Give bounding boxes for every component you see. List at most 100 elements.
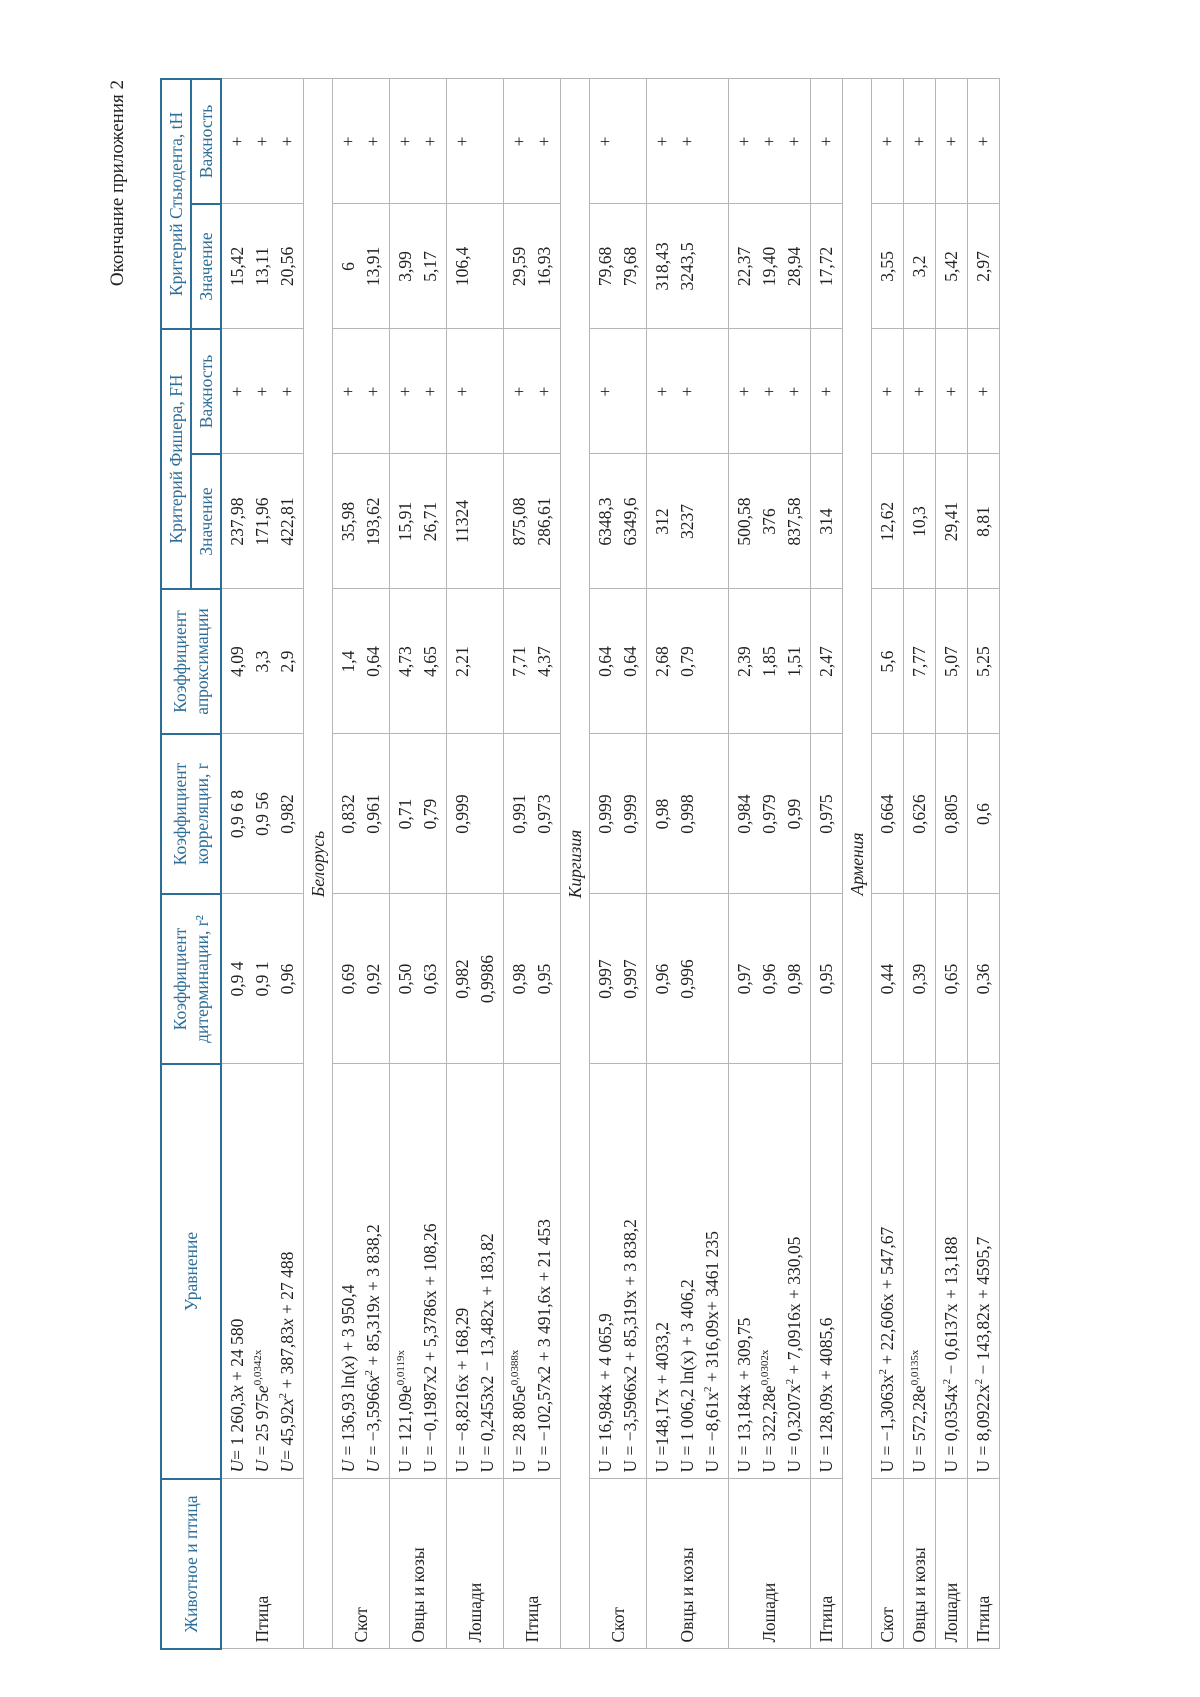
fisher-imp-cell: + (936, 329, 968, 454)
equation-variable: x (227, 1385, 247, 1393)
approx-value: 3,3 (250, 596, 275, 728)
equation-line: U = −8,8216x + 168,29 (450, 1071, 475, 1473)
equation-cell: U= 1 260,3x + 24 580U = 25 975e0,0342xU=… (221, 1064, 304, 1479)
equation-exponent: 0,0388x (509, 1350, 521, 1386)
student-imp-cell: + (447, 79, 504, 204)
table-row: СкотU = 136,93 ln(x) + 3 950,4U = −3,596… (333, 79, 390, 1649)
equation-part: U = 322,28e (759, 1385, 779, 1472)
equation-line: U = 0,0354x2 − 0,6137x + 13,188 (939, 1071, 964, 1473)
r2-cell: 0,960,996 (647, 894, 729, 1064)
equation-exponent: 0,0342x (252, 1350, 264, 1386)
table-row: СкотU = −1,3063x2 + 22,606x + 547,670,44… (872, 79, 904, 1649)
fisher-value-value: 376 (757, 461, 782, 583)
student-value-cell: 3,995,17 (390, 204, 447, 329)
approx-value: 7,71 (507, 596, 532, 728)
equation-exponent: 2 (941, 1379, 953, 1385)
fisher-value-value: 193,62 (361, 461, 386, 583)
r2-value: 0,36 (971, 901, 996, 1058)
equation-cell: U = 8,0922x2 − 143,82x + 4595,7 (968, 1064, 1000, 1479)
equation-cell: U = −8,8216x + 168,29U = 0,2453x2 − 13,4… (447, 1064, 504, 1479)
fisher-value-cell: 11324 (447, 454, 504, 589)
equation-variable: x (277, 1318, 297, 1326)
student-imp-value: + (907, 85, 932, 197)
fisher-imp-value: + (336, 335, 361, 447)
table-row: ПтицаU = 28 805e0,0388xU = −102,57x2 + 3… (504, 79, 561, 1649)
fisher-imp-cell: ++ (390, 329, 447, 454)
equation-line: U = −0,1987x2 + 5,3786x + 108,26 (418, 1071, 443, 1473)
equation-part: − 143,82x + 4595,7 (973, 1237, 993, 1379)
r-value: 0,999 (450, 741, 475, 888)
r-value: 0,973 (532, 741, 557, 888)
r2-value: 0,92 (361, 901, 386, 1058)
equation-cell: U = 16,984x + 4 065,9U = −3,5966x2 + 85,… (590, 1064, 647, 1479)
student-imp-value: + (650, 85, 675, 197)
approx-cell: 5,25 (968, 589, 1000, 734)
equation-cell: U = 136,93 ln(x) + 3 950,4U = −3,5966x2 … (333, 1064, 390, 1479)
student-value-value: 29,59 (507, 210, 532, 322)
fisher-imp-cell: + (447, 329, 504, 454)
fisher-value-value: 15,91 (393, 461, 418, 583)
r2-value: 0,50 (393, 901, 418, 1058)
student-imp-value: + (757, 85, 782, 197)
student-value-value: 5,17 (418, 210, 443, 322)
student-value-value: 2,97 (971, 210, 996, 322)
r2-cell: 0,970,960,98 (729, 894, 811, 1064)
equation-part: = −3,5966 (363, 1383, 383, 1460)
r2-value: 0,39 (907, 901, 932, 1058)
r2-cell: 0,980,95 (504, 894, 561, 1064)
fisher-imp-cell: ++ (647, 329, 729, 454)
fisher-imp-value: + (939, 335, 964, 447)
equation-variable: U (277, 1460, 297, 1473)
fisher-value-cell: 12,62 (872, 454, 904, 589)
r2-value: 0,63 (418, 901, 443, 1058)
fisher-imp-value: + (732, 335, 757, 447)
equation-line: U = 1 006,2 ln(x) + 3 406,2 (675, 1071, 700, 1473)
section-row: Киргизия (561, 79, 590, 1649)
r-cell: 0,980,998 (647, 734, 729, 894)
equation-part: U = 13,184x + 309,75 (734, 1318, 754, 1473)
approx-cell: 7,77 (904, 589, 936, 734)
fisher-value-value: 837,58 (782, 461, 807, 583)
equation-part: = 136,93 ln( (338, 1369, 358, 1460)
student-value-cell: 5,42 (936, 204, 968, 329)
approx-value: 2,21 (450, 596, 475, 728)
table-row: ПтицаU= 1 260,3x + 24 580U = 25 975e0,03… (221, 79, 304, 1649)
r2-value: 0,997 (593, 901, 618, 1058)
equation-exponent: 2 (363, 1370, 375, 1376)
equation-cell: U = 0,0354x2 − 0,6137x + 13,188 (936, 1064, 968, 1479)
student-imp-cell: +++ (221, 79, 304, 204)
table-row: Овцы и козыU = 121,09e0,0119xU = −0,1987… (390, 79, 447, 1649)
student-imp-value: + (971, 85, 996, 197)
animal-cell: Птица (811, 1479, 843, 1649)
approx-value: 4,09 (225, 596, 250, 728)
header-fisher-importance: Важность (191, 329, 221, 454)
r2-value: 0,997 (618, 901, 643, 1058)
r2-cell: 0,9 40,9 10,96 (221, 894, 304, 1064)
student-imp-value: + (393, 85, 418, 197)
equation-exponent: 0,0135x (909, 1350, 921, 1386)
r-cell: 0,664 (872, 734, 904, 894)
fisher-value-value: 314 (814, 461, 839, 583)
student-imp-value: + (875, 85, 900, 197)
r-value: 0,961 (361, 741, 386, 888)
approx-value: 0,64 (361, 596, 386, 728)
section-label: Армения (843, 79, 872, 1649)
student-value-cell: 22,3719,4028,94 (729, 204, 811, 329)
equation-variable: x (363, 1375, 383, 1383)
r2-value: 0,97 (732, 901, 757, 1058)
equation-line: U =148,17x + 4033,2 (650, 1071, 675, 1473)
r-value: 0,71 (393, 741, 418, 888)
r-cell: 0,8320,961 (333, 734, 390, 894)
header-determination: Коэффициент дитерминации, r² (161, 894, 221, 1064)
student-imp-cell: + (872, 79, 904, 204)
student-value-value: 19,40 (757, 210, 782, 322)
header-student-value: Значение (191, 204, 221, 329)
fisher-value-value: 286,61 (532, 461, 557, 583)
approx-cell: 4,093,32,9 (221, 589, 304, 734)
equation-variable: e (252, 1385, 272, 1393)
equation-part: U = 572,28e (909, 1385, 929, 1472)
r-value: 0,975 (814, 741, 839, 888)
fisher-value-value: 8,81 (971, 461, 996, 583)
student-imp-value: + (336, 85, 361, 197)
equation-exponent: 2 (784, 1379, 796, 1385)
